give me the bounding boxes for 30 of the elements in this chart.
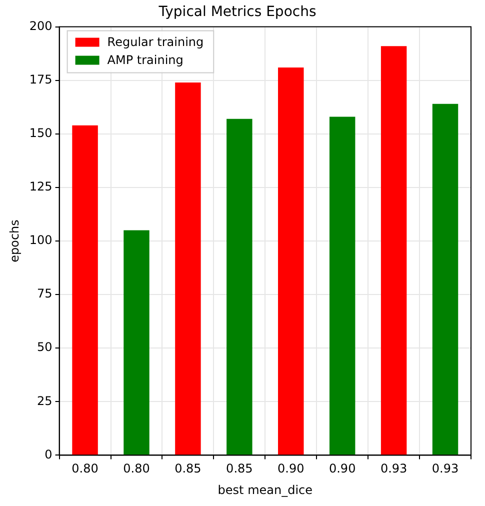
- x-axis-title: best mean_dice: [218, 482, 313, 497]
- x-tick-label: 0.85: [226, 462, 253, 476]
- bar: [329, 116, 356, 455]
- x-tick-label: 0.90: [328, 462, 356, 476]
- bar: [278, 68, 304, 455]
- x-tick-label: 0.80: [72, 462, 98, 476]
- x-tick-label: 0.93: [432, 462, 459, 476]
- x-tick-label: 0.85: [174, 462, 202, 476]
- bar: [226, 118, 252, 455]
- bar: [72, 125, 98, 455]
- y-tick-label: 100: [29, 233, 52, 248]
- y-tick-label: 25: [37, 394, 52, 408]
- y-tick-label: 0: [44, 447, 52, 462]
- y-axis-title: epochs: [7, 220, 22, 262]
- bar: [124, 230, 150, 455]
- y-tick-label: 50: [37, 340, 52, 354]
- legend-label: AMP training: [107, 52, 184, 67]
- y-tick-label: 175: [29, 72, 52, 86]
- x-tick-label: 0.90: [278, 462, 304, 476]
- y-tick-label: 200: [29, 18, 52, 33]
- x-tick-label: 0.93: [380, 462, 408, 476]
- y-tick-label: 150: [29, 126, 52, 140]
- x-tick-label: 0.80: [123, 462, 150, 476]
- bar: [432, 104, 458, 455]
- y-tick-label: 75: [37, 286, 52, 301]
- chart-title: Typical Metrics Epochs: [158, 4, 316, 20]
- y-tick-label: 125: [29, 180, 52, 194]
- bar: [380, 46, 407, 455]
- bar: [175, 82, 201, 455]
- legend-label: Regular training: [107, 34, 204, 49]
